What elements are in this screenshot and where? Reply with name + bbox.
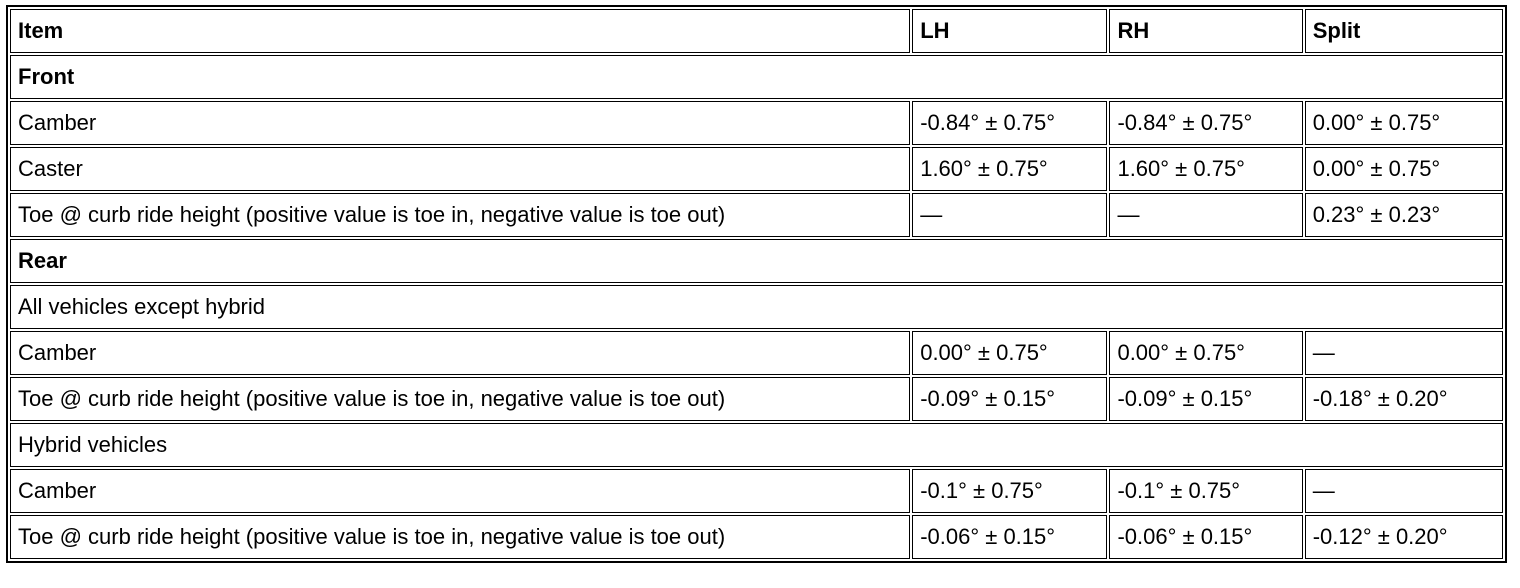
table-cell: — xyxy=(1304,331,1503,375)
table-cell: Toe @ curb ride height (positive value i… xyxy=(10,193,911,237)
table-row: Camber -0.84° ± 0.75° -0.84° ± 0.75° 0.00° … xyxy=(10,101,1503,145)
table-cell: 0.00° ± 0.75° xyxy=(1304,101,1503,145)
spec-table: Item LH RH Split Front Camber -0.84° ± 0.75° -… xyxy=(6,5,1507,563)
table-row: Toe @ curb ride height (positive value i… xyxy=(10,193,1503,237)
table-cell: Camber xyxy=(10,101,911,145)
header-cell: Item xyxy=(10,9,911,53)
table-cell: 0.00° ± 0.75° xyxy=(1109,331,1303,375)
table-row: All vehicles except hybrid xyxy=(10,285,1503,329)
table-row: Caster 1.60° ± 0.75° 1.60° ± 0.75° 0.00° ± … xyxy=(10,147,1503,191)
table-cell: Camber xyxy=(10,469,911,513)
table-cell: 1.60° ± 0.75° xyxy=(1109,147,1303,191)
table-cell: 0.00° ± 0.75° xyxy=(912,331,1108,375)
table-row: Camber -0.1° ± 0.75° -0.1° ± 0.75° — xyxy=(10,469,1503,513)
table-cell: -0.06° ± 0.15° xyxy=(1109,515,1303,559)
table-cell: -0.1° ± 0.75° xyxy=(912,469,1108,513)
table-cell: -0.06° ± 0.15° xyxy=(912,515,1108,559)
section-cell: Hybrid vehicles xyxy=(10,423,1503,467)
table-cell: -0.12° ± 0.20° xyxy=(1304,515,1503,559)
table-cell: 1.60° ± 0.75° xyxy=(912,147,1108,191)
section-cell: Front xyxy=(10,55,1503,99)
table-row: Rear xyxy=(10,239,1503,283)
table-cell: — xyxy=(1109,193,1303,237)
table-body: Front Camber -0.84° ± 0.75° -0.84° ± 0.75° 0… xyxy=(10,55,1503,559)
table-cell: -0.84° ± 0.75° xyxy=(1109,101,1303,145)
table-cell: — xyxy=(912,193,1108,237)
table-cell: -0.09° ± 0.15° xyxy=(1109,377,1303,421)
table-cell: 0.00° ± 0.75° xyxy=(1304,147,1503,191)
table-cell: -0.84° ± 0.75° xyxy=(912,101,1108,145)
header-cell: LH xyxy=(912,9,1108,53)
header-row: Item LH RH Split xyxy=(10,9,1503,53)
section-cell: Rear xyxy=(10,239,1503,283)
table-cell: Toe @ curb ride height (positive value i… xyxy=(10,377,911,421)
table-row: Toe @ curb ride height (positive value i… xyxy=(10,377,1503,421)
table-cell: 0.23° ± 0.23° xyxy=(1304,193,1503,237)
header-cell: Split xyxy=(1304,9,1503,53)
table-cell: -0.18° ± 0.20° xyxy=(1304,377,1503,421)
section-cell: All vehicles except hybrid xyxy=(10,285,1503,329)
table-row: Toe @ curb ride height (positive value i… xyxy=(10,515,1503,559)
table-row: Front xyxy=(10,55,1503,99)
table-cell: Caster xyxy=(10,147,911,191)
table-cell: — xyxy=(1304,469,1503,513)
table-row: Hybrid vehicles xyxy=(10,423,1503,467)
table-cell: Toe @ curb ride height (positive value i… xyxy=(10,515,911,559)
header-cell: RH xyxy=(1109,9,1303,53)
table-cell: -0.1° ± 0.75° xyxy=(1109,469,1303,513)
table-cell: Camber xyxy=(10,331,911,375)
table-header: Item LH RH Split xyxy=(10,9,1503,53)
table-row: Camber 0.00° ± 0.75° 0.00° ± 0.75° — xyxy=(10,331,1503,375)
table-cell: -0.09° ± 0.15° xyxy=(912,377,1108,421)
